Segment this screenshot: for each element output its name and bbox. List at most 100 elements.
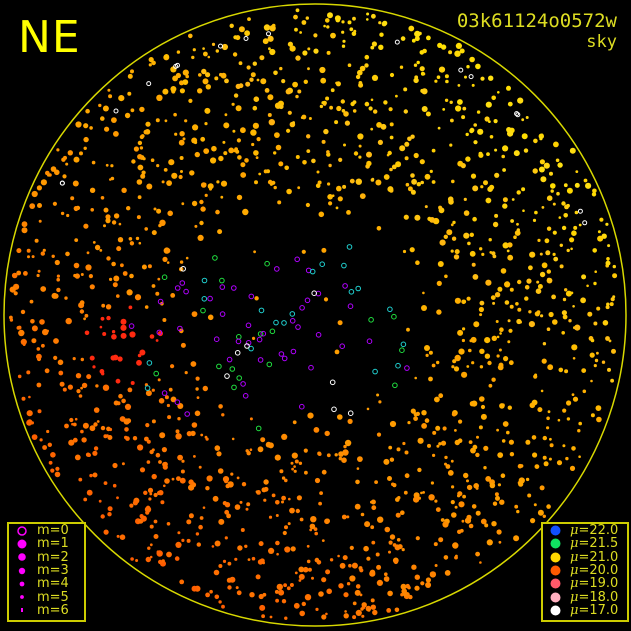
star-marker	[287, 522, 291, 526]
star-marker	[30, 319, 35, 324]
star-marker	[338, 157, 343, 162]
star-marker	[198, 73, 202, 77]
star-marker	[64, 296, 68, 300]
star-marker	[484, 337, 491, 344]
star-marker	[496, 335, 500, 339]
star-marker	[164, 478, 170, 484]
star-marker	[605, 336, 610, 341]
star-marker	[294, 571, 298, 575]
star-marker	[586, 284, 589, 288]
star-marker	[222, 559, 227, 564]
star-marker	[446, 229, 453, 236]
star-marker	[65, 317, 72, 325]
star-marker	[457, 529, 462, 534]
star-marker	[186, 519, 192, 525]
star-marker	[473, 123, 478, 127]
star-marker	[501, 154, 506, 159]
star-marker	[313, 48, 319, 54]
star-marker	[234, 147, 239, 152]
star-marker	[479, 561, 482, 564]
legend-label: m=3	[37, 563, 69, 579]
star-marker	[141, 170, 146, 175]
star-marker	[149, 492, 153, 496]
star-marker	[305, 16, 309, 20]
star-marker	[400, 510, 405, 515]
star-marker	[140, 515, 147, 522]
star-marker	[161, 180, 165, 184]
star-marker	[349, 178, 355, 184]
mu-symbol: μ	[570, 563, 579, 579]
star-marker	[65, 251, 70, 257]
star-marker	[359, 593, 363, 597]
star-marker	[514, 504, 519, 509]
star-marker	[86, 251, 90, 255]
star-marker	[262, 561, 265, 565]
star-marker	[270, 26, 274, 30]
star-marker	[366, 407, 370, 411]
dot-icon	[15, 565, 29, 577]
star-marker	[392, 382, 398, 389]
star-marker	[278, 104, 284, 110]
star-marker	[582, 389, 587, 394]
star-marker	[341, 44, 346, 48]
star-marker	[382, 20, 388, 26]
star-marker	[286, 188, 292, 195]
star-marker	[111, 261, 116, 267]
star-marker	[121, 187, 127, 193]
star-marker	[416, 60, 420, 65]
star-marker	[327, 12, 333, 19]
star-marker	[539, 485, 545, 491]
star-marker	[323, 128, 329, 135]
star-marker	[420, 491, 423, 495]
star-marker	[448, 50, 453, 55]
legend-label: =20.0	[578, 563, 619, 579]
star-marker	[287, 41, 293, 47]
star-marker	[449, 100, 453, 105]
star-marker	[256, 78, 260, 82]
star-marker	[499, 499, 505, 505]
star-marker	[247, 17, 251, 21]
star-marker	[141, 264, 147, 270]
star-marker	[83, 317, 86, 321]
star-marker	[502, 421, 509, 427]
star-marker	[564, 204, 569, 210]
star-marker	[41, 343, 45, 348]
star-marker	[78, 394, 83, 398]
star-marker	[403, 214, 409, 220]
star-marker	[244, 343, 250, 349]
star-marker	[413, 77, 419, 84]
star-marker	[316, 170, 320, 174]
star-marker	[480, 413, 487, 420]
star-marker	[453, 366, 460, 372]
star-marker	[211, 545, 215, 548]
star-marker	[147, 264, 152, 269]
star-marker	[259, 55, 265, 61]
star-marker	[249, 77, 254, 82]
star-marker	[434, 396, 440, 403]
star-marker	[100, 196, 105, 200]
star-marker	[281, 476, 286, 480]
open-circle-icon	[15, 525, 29, 537]
star-marker	[534, 464, 540, 469]
star-marker	[313, 427, 320, 433]
star-marker	[494, 292, 501, 298]
star-marker	[92, 450, 98, 456]
star-marker	[421, 423, 427, 429]
star-marker	[195, 532, 200, 536]
star-marker	[472, 185, 479, 192]
star-marker	[145, 121, 151, 127]
star-marker	[347, 20, 352, 25]
star-marker	[104, 126, 110, 132]
star-marker	[180, 266, 186, 272]
star-marker	[392, 543, 397, 547]
star-marker	[240, 381, 246, 387]
star-marker	[109, 178, 112, 181]
star-marker	[274, 132, 280, 139]
star-marker	[236, 476, 240, 480]
star-marker	[39, 319, 45, 325]
star-marker	[74, 238, 79, 243]
star-marker	[457, 329, 464, 336]
star-marker	[306, 544, 310, 548]
star-marker	[111, 220, 117, 225]
star-marker	[252, 105, 258, 111]
